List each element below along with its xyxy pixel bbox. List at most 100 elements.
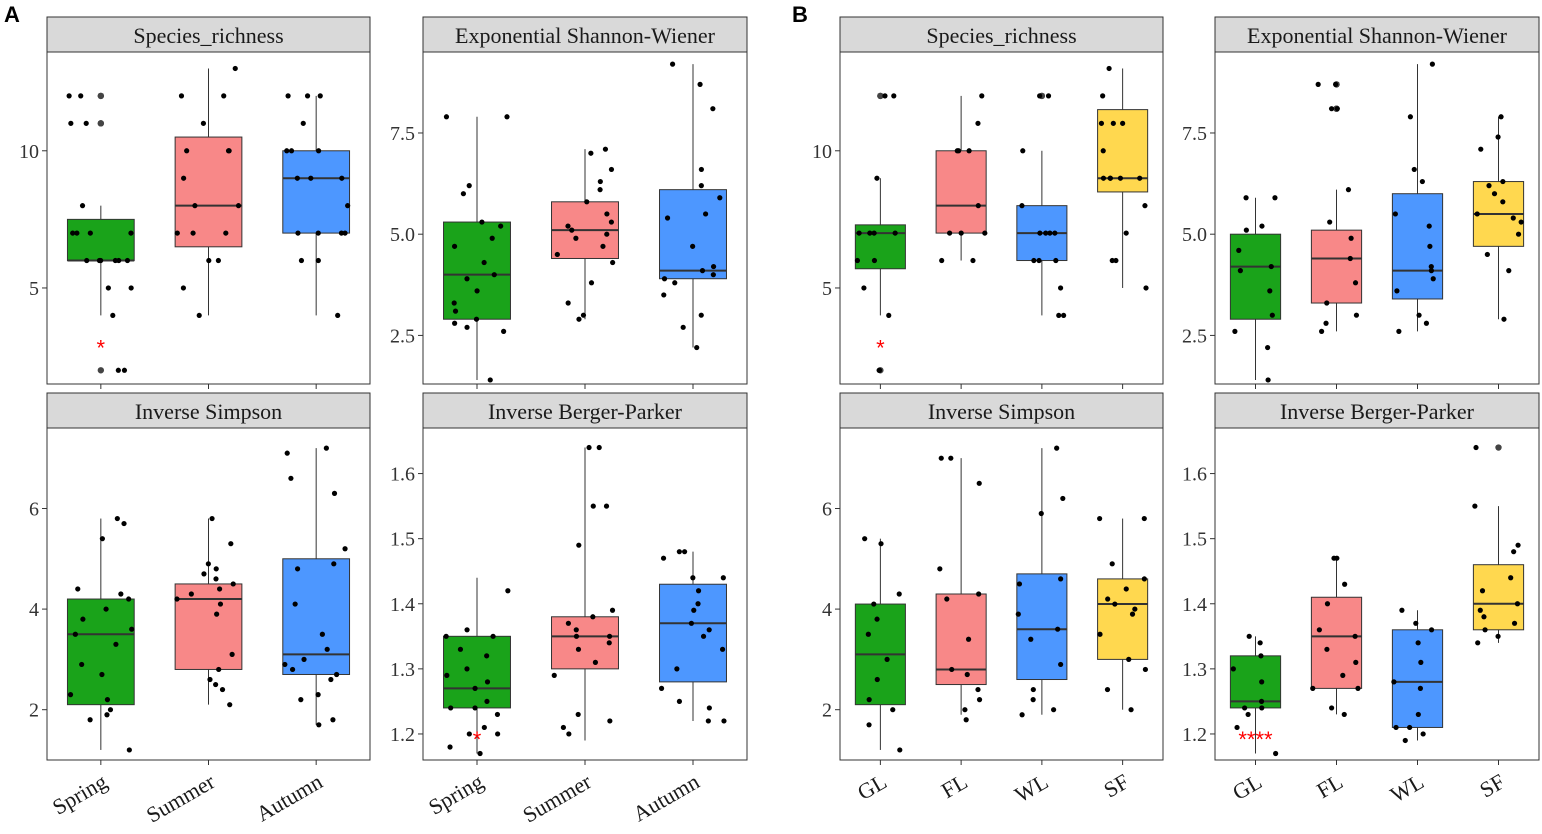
data-point xyxy=(697,81,703,87)
data-point xyxy=(1486,183,1492,189)
data-point xyxy=(84,257,90,264)
data-point xyxy=(1100,175,1107,181)
data-point xyxy=(608,219,614,225)
data-point xyxy=(607,718,613,724)
data-point xyxy=(1426,223,1432,229)
data-point xyxy=(1333,81,1339,87)
facet-title: Inverse Simpson xyxy=(928,399,1075,424)
data-point xyxy=(1016,581,1023,587)
panel-label-b: B xyxy=(792,2,808,27)
data-point xyxy=(1328,106,1335,112)
data-point xyxy=(70,230,76,236)
data-point xyxy=(1342,581,1348,587)
data-point xyxy=(1267,288,1273,294)
data-point xyxy=(298,257,305,264)
data-point xyxy=(1141,515,1147,522)
data-point xyxy=(569,227,575,233)
data-point xyxy=(1268,263,1274,270)
data-point xyxy=(128,285,134,291)
y-tick-label: 6 xyxy=(822,498,832,520)
y-tick-label: 2.5 xyxy=(1182,325,1207,347)
data-point xyxy=(116,257,122,264)
data-point xyxy=(1110,120,1116,126)
data-point xyxy=(1428,268,1434,274)
data-point xyxy=(602,146,609,152)
data-point xyxy=(1495,134,1501,140)
data-point xyxy=(1415,640,1421,646)
data-point xyxy=(1120,120,1126,126)
data-point xyxy=(1242,705,1248,711)
data-point xyxy=(1514,601,1521,607)
data-point xyxy=(695,601,701,607)
data-point xyxy=(304,93,311,99)
data-point xyxy=(294,566,301,572)
data-point xyxy=(105,285,111,291)
significance-annotation: * xyxy=(97,336,106,361)
data-point xyxy=(345,203,351,209)
data-point xyxy=(339,175,345,181)
data-point xyxy=(979,93,985,99)
data-point xyxy=(1430,276,1436,282)
data-point xyxy=(1427,243,1433,249)
facet-strip xyxy=(839,16,1164,53)
data-point xyxy=(976,591,982,597)
data-point xyxy=(115,367,121,373)
data-point xyxy=(1129,611,1136,617)
data-point xyxy=(948,455,954,461)
data-point xyxy=(1258,698,1265,705)
data-point xyxy=(962,707,968,713)
data-point xyxy=(597,178,603,185)
data-point xyxy=(1329,705,1335,711)
facet-strip xyxy=(46,16,371,53)
y-tick-label: 1.3 xyxy=(390,659,415,681)
data-point xyxy=(1036,257,1042,264)
data-point xyxy=(473,316,480,322)
significance-annotation: **** xyxy=(1238,727,1273,752)
data-point xyxy=(573,627,579,633)
data-point xyxy=(1340,672,1346,678)
data-point xyxy=(975,203,981,209)
facet-title: Inverse Berger-Parker xyxy=(488,399,683,424)
data-point xyxy=(1097,631,1103,637)
data-point xyxy=(970,257,976,264)
data-point xyxy=(289,666,296,673)
y-tick-label: 4 xyxy=(29,599,39,621)
data-point xyxy=(1428,263,1434,270)
data-point xyxy=(944,596,950,602)
data-point xyxy=(315,230,321,236)
data-point xyxy=(1109,257,1115,264)
data-point xyxy=(288,475,294,481)
y-tick-label: 2 xyxy=(29,700,39,722)
data-point xyxy=(600,243,606,249)
data-point xyxy=(460,191,467,197)
data-point xyxy=(1331,555,1337,561)
data-point xyxy=(118,591,124,597)
data-point xyxy=(867,230,873,236)
box-spring xyxy=(443,635,511,709)
data-point xyxy=(207,676,213,683)
data-point xyxy=(1043,230,1049,236)
outlier-point xyxy=(97,92,105,100)
data-point xyxy=(1418,659,1424,665)
data-point xyxy=(1416,312,1422,318)
data-point xyxy=(1141,576,1147,582)
x-tick-label: Autumn xyxy=(629,769,704,827)
data-point xyxy=(565,223,571,229)
box-sf xyxy=(1472,564,1525,631)
box-fl xyxy=(935,150,987,234)
facet-strip xyxy=(422,392,748,429)
data-point xyxy=(484,679,491,685)
data-point xyxy=(219,686,226,693)
data-point xyxy=(958,230,964,236)
data-point xyxy=(866,697,872,703)
data-point xyxy=(660,555,667,561)
data-point xyxy=(688,620,695,626)
data-point xyxy=(720,575,726,581)
data-point xyxy=(126,747,132,753)
y-tick-label: 10 xyxy=(812,141,832,163)
data-point xyxy=(330,717,336,723)
data-point xyxy=(878,541,884,547)
y-tick-label: 10 xyxy=(19,141,39,163)
data-point xyxy=(597,187,603,193)
data-point xyxy=(891,93,897,99)
